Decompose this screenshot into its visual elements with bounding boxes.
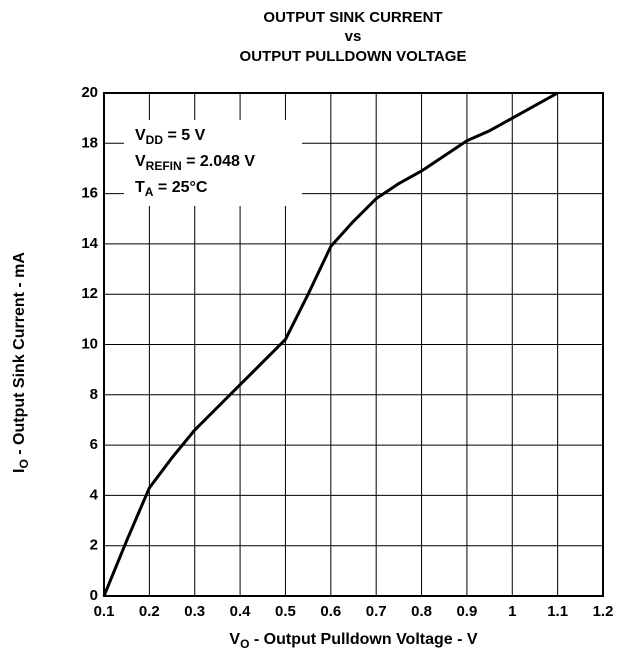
y-tick-label: 10 (81, 335, 98, 352)
y-tick-label: 4 (90, 486, 99, 503)
x-axis-label-main: V (229, 631, 240, 648)
y-axis-label-sub: O (17, 459, 31, 468)
x-tick-label: 0.3 (184, 603, 205, 620)
x-tick-label: 0.5 (275, 603, 296, 620)
annotation-main: V (135, 127, 146, 144)
x-tick-label: 1.2 (593, 603, 614, 620)
x-axis-label-rest: - Output Pulldown Voltage - V (249, 631, 477, 648)
annotation-main: T (135, 179, 145, 196)
data-line (102, 91, 559, 597)
annotation-rest: = 5 V (163, 127, 206, 144)
y-tick-label: 2 (90, 537, 98, 554)
annotation-rest: = 2.048 V (182, 153, 256, 170)
x-tick-label: 0.8 (411, 603, 432, 620)
x-axis-label-sub: O (240, 637, 249, 651)
x-tick-label: 0.6 (320, 603, 341, 620)
chart-title: OUTPUT SINK CURRENT (263, 9, 442, 26)
annotation: VDD = 5 V (135, 127, 206, 147)
annotation-sub: DD (146, 133, 164, 147)
x-tick-label: 0.9 (456, 603, 477, 620)
annotation-rest: = 25°C (153, 179, 207, 196)
y-axis-label: IO - Output Sink Current - mA (11, 252, 31, 473)
chart-title: vs (345, 28, 362, 45)
annotation-main: V (135, 153, 146, 170)
x-tick-label: 1 (508, 603, 516, 620)
annotation-sub: A (145, 185, 154, 199)
plot-frame (103, 92, 604, 597)
annotation: VREFIN = 2.048 V (135, 153, 255, 173)
annotation: TA = 25°C (135, 179, 208, 199)
y-tick-label: 0 (90, 587, 98, 604)
y-axis-label-rest: - Output Sink Current - mA (11, 252, 28, 460)
y-tick-label: 14 (81, 235, 98, 252)
annotation-box (124, 120, 302, 206)
y-tick-label: 20 (81, 84, 98, 101)
x-tick-label: 0.4 (230, 603, 252, 620)
chart-title: OUTPUT PULLDOWN VOLTAGE (240, 48, 467, 65)
annotation-sub: REFIN (146, 159, 182, 173)
y-axis-label-main: I (11, 469, 28, 473)
x-tick-label: 1.1 (547, 603, 568, 620)
x-tick-label: 0.7 (366, 603, 387, 620)
y-tick-label: 12 (81, 285, 98, 302)
x-tick-label: 0.2 (139, 603, 160, 620)
y-tick-label: 6 (90, 436, 98, 453)
y-tick-label: 18 (81, 134, 98, 151)
y-tick-label: 16 (81, 185, 98, 202)
x-axis-label: VO - Output Pulldown Voltage - V (229, 631, 477, 651)
x-tick-label: 0.1 (94, 603, 115, 620)
y-tick-label: 8 (90, 386, 98, 403)
